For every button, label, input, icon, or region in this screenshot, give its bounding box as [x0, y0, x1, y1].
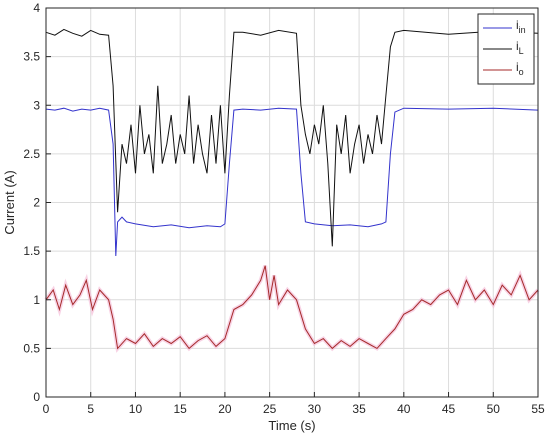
y-tick-label: 1.5	[23, 244, 40, 258]
x-tick-label: 45	[442, 402, 456, 416]
x-tick-label: 35	[352, 402, 366, 416]
y-tick-label: 4	[33, 1, 40, 15]
ticks: 0 5 10 15 20 25 30 35 40 45 50 55 0 0.5 1 1.5 2 2.5 3 3.5 4	[23, 1, 545, 416]
legend-label-i_o: io	[516, 60, 524, 77]
x-tick-label: 15	[174, 402, 188, 416]
series-line-i_o	[45, 265, 539, 350]
legend-label-i_L: iL	[516, 39, 524, 56]
x-tick-label: 20	[218, 402, 232, 416]
y-tick-label: 0	[33, 390, 40, 404]
y-tick-label: 1	[33, 293, 40, 307]
x-tick-label: 40	[397, 402, 411, 416]
x-tick-label: 0	[43, 402, 50, 416]
y-tick-label: 2.5	[23, 147, 40, 161]
x-tick-label: 10	[129, 402, 143, 416]
x-tick-label: 5	[87, 402, 94, 416]
legend-label-i_in: iin	[516, 18, 526, 35]
y-tick-label: 0.5	[23, 341, 40, 355]
x-tick-label: 55	[531, 402, 545, 416]
x-tick-label: 25	[263, 402, 277, 416]
x-tick-label: 30	[308, 402, 322, 416]
y-axis-label: Current (A)	[2, 170, 17, 234]
series-line-i_in	[45, 107, 539, 257]
y-tick-label: 2	[33, 196, 40, 210]
x-tick-label: 50	[487, 402, 501, 416]
x-axis-label: Time (s)	[268, 418, 315, 433]
series-layer	[44, 28, 540, 353]
series-line-i_L	[45, 28, 539, 247]
y-tick-label: 3.5	[23, 50, 40, 64]
y-tick-label: 3	[33, 98, 40, 112]
legend: iin iL io	[477, 13, 535, 85]
